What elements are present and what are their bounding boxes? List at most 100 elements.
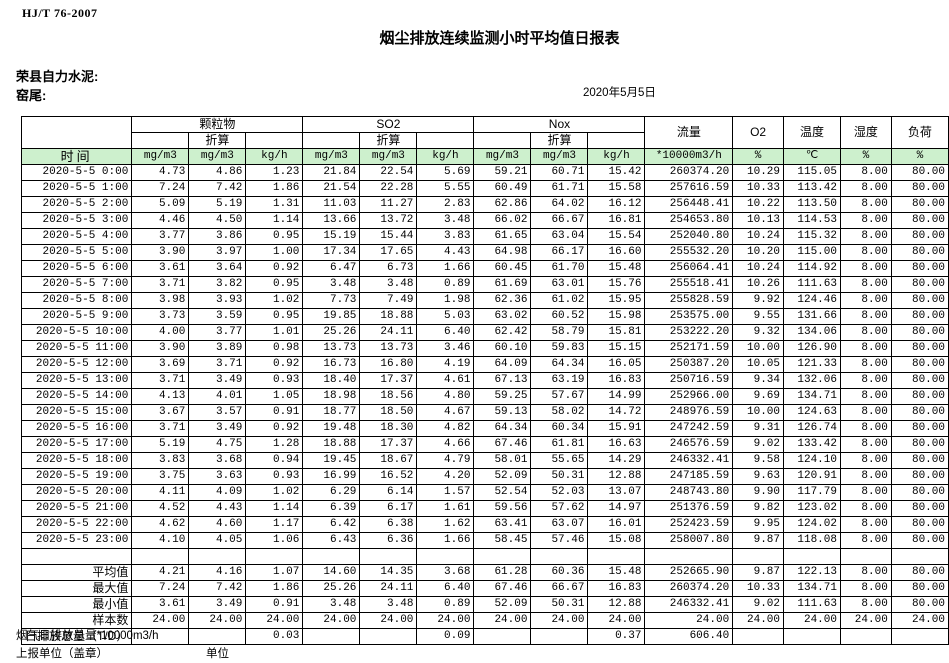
cell-value: 8.00 xyxy=(839,212,892,229)
summary-value: 122.13 xyxy=(783,564,841,581)
table-row: 2020-5-5 22:00 4.62 4.60 1.17 6.42 6.38 1.62 63… xyxy=(20,516,949,533)
cell-value: 17.37 xyxy=(359,436,418,453)
cell-value: 5.55 xyxy=(416,180,475,197)
cell-value: 15.81 xyxy=(587,324,646,341)
page-title: 烟尘排放连续监测小时平均值日报表 xyxy=(379,30,620,47)
spacer-cell xyxy=(131,548,190,565)
summary-row: 最大值 7.24 7.42 1.86 25.26 24.11 6.40 67.46 66.67 1… xyxy=(20,580,949,597)
cell-value: 4.20 xyxy=(416,468,475,485)
cell-value: 80.00 xyxy=(890,516,949,533)
cell-value: 8.00 xyxy=(839,516,892,533)
summary-value: 14.35 xyxy=(359,564,418,581)
spacer-cell xyxy=(839,548,892,565)
cell-value: 18.88 xyxy=(359,308,418,325)
summary-value: 80.00 xyxy=(890,564,949,581)
so2-mass-blank xyxy=(416,132,475,149)
cell-value: 63.02 xyxy=(473,308,532,325)
cell-value: 9.58 xyxy=(732,452,785,469)
cell-value: 3.75 xyxy=(131,468,190,485)
cell-value: 10.05 xyxy=(732,356,785,373)
cell-value: 0.94 xyxy=(245,452,304,469)
cell-value: 253222.20 xyxy=(644,324,734,341)
cell-value: 15.95 xyxy=(587,292,646,309)
cell-value: 62.42 xyxy=(473,324,532,341)
cell-value: 66.67 xyxy=(530,212,589,229)
cell-value: 62.36 xyxy=(473,292,532,309)
cell-value: 0.95 xyxy=(245,276,304,293)
cell-value: 10.00 xyxy=(732,340,785,357)
cell-value: 15.91 xyxy=(587,420,646,437)
cell-value: 60.71 xyxy=(530,164,589,181)
cell-time: 2020-5-5 6:00 xyxy=(20,260,133,277)
cell-value: 9.90 xyxy=(732,484,785,501)
cell-value: 246332.41 xyxy=(644,452,734,469)
cell-value: 6.47 xyxy=(302,260,361,277)
cell-value: 16.12 xyxy=(587,196,646,213)
cell-value: 60.52 xyxy=(530,308,589,325)
group-load: 负荷 xyxy=(890,116,949,149)
cell-value: 63.07 xyxy=(530,516,589,533)
cell-value: 15.54 xyxy=(587,228,646,245)
cell-value: 0.93 xyxy=(245,372,304,389)
cell-value: 10.24 xyxy=(732,260,785,277)
column-header-time: 时间 xyxy=(20,148,133,165)
cell-value: 4.00 xyxy=(131,324,190,341)
summary-value: 52.09 xyxy=(473,596,532,613)
cell-value: 80.00 xyxy=(890,164,949,181)
table-body: 2020-5-5 0:00 4.73 4.86 1.23 21.84 22.54 5.69 5… xyxy=(20,164,949,645)
cell-value: 61.02 xyxy=(530,292,589,309)
summary-value: 4.16 xyxy=(188,564,247,581)
cell-value: 111.63 xyxy=(783,276,841,293)
cell-value: 80.00 xyxy=(890,388,949,405)
cell-value: 59.56 xyxy=(473,500,532,517)
cell-value: 258007.80 xyxy=(644,532,734,549)
cell-value: 16.73 xyxy=(302,356,361,373)
daily-total-value xyxy=(783,628,841,645)
cell-value: 61.65 xyxy=(473,228,532,245)
cell-value: 254653.80 xyxy=(644,212,734,229)
cell-value: 0.98 xyxy=(245,340,304,357)
cell-value: 3.97 xyxy=(188,244,247,261)
cell-value: 8.00 xyxy=(839,484,892,501)
cell-value: 3.46 xyxy=(416,340,475,357)
cell-value: 124.02 xyxy=(783,516,841,533)
cell-value: 80.00 xyxy=(890,420,949,437)
cell-value: 121.33 xyxy=(783,356,841,373)
cell-value: 52.03 xyxy=(530,484,589,501)
cell-value: 3.67 xyxy=(131,404,190,421)
particulate-converted: 折算 xyxy=(188,132,247,149)
cell-value: 55.65 xyxy=(530,452,589,469)
cell-value: 59.21 xyxy=(473,164,532,181)
particulate-mass-blank xyxy=(245,132,304,149)
cell-value: 12.88 xyxy=(587,468,646,485)
summary-value: 24.00 xyxy=(131,612,190,629)
summary-value: 24.00 xyxy=(783,612,841,629)
cell-value: 1.66 xyxy=(416,532,475,549)
cell-value: 260374.20 xyxy=(644,164,734,181)
cell-value: 8.00 xyxy=(839,340,892,357)
unit-so2-conv-mgm3: mg/m3 xyxy=(359,148,418,165)
cell-value: 114.92 xyxy=(783,260,841,277)
cell-value: 1.66 xyxy=(416,260,475,277)
summary-value: 4.21 xyxy=(131,564,190,581)
summary-value: 80.00 xyxy=(890,580,949,597)
cell-value: 1.17 xyxy=(245,516,304,533)
cell-value: 18.77 xyxy=(302,404,361,421)
daily-total-value: 0.03 xyxy=(245,628,304,645)
group-so2: SO2 xyxy=(302,116,475,133)
summary-value: 9.02 xyxy=(732,596,785,613)
cell-value: 58.01 xyxy=(473,452,532,469)
cell-value: 1.61 xyxy=(416,500,475,517)
cell-value: 1.05 xyxy=(245,388,304,405)
cell-value: 4.50 xyxy=(188,212,247,229)
cell-value: 126.74 xyxy=(783,420,841,437)
cell-value: 80.00 xyxy=(890,180,949,197)
summary-value: 3.48 xyxy=(302,596,361,613)
cell-value: 8.00 xyxy=(839,468,892,485)
summary-label: 最小值 xyxy=(20,596,133,613)
cell-value: 4.10 xyxy=(131,532,190,549)
cell-value: 18.40 xyxy=(302,372,361,389)
cell-value: 247185.59 xyxy=(644,468,734,485)
daily-total-value xyxy=(732,628,785,645)
cell-value: 3.49 xyxy=(188,420,247,437)
